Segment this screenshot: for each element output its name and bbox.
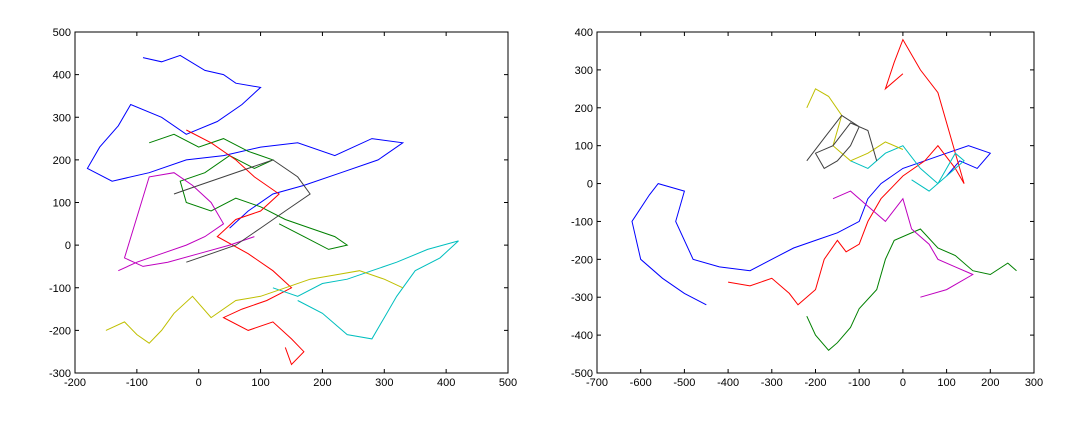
walk-line (118, 172, 255, 272)
y-tick-label: 300 (575, 65, 593, 77)
walk-line (105, 270, 404, 344)
walk-line (631, 145, 992, 306)
y-tick-label: 500 (53, 27, 71, 39)
x-tick-label: -700 (586, 377, 608, 389)
x-tick-label: 200 (313, 377, 331, 389)
x-tick-label: -300 (761, 377, 783, 389)
y-tick-label: 100 (575, 141, 593, 153)
y-tick-label: -200 (571, 254, 593, 266)
x-tick-label: 200 (981, 377, 999, 389)
walk-line (272, 240, 459, 340)
x-tick-label: -600 (630, 377, 652, 389)
y-tick-label: 300 (53, 112, 71, 124)
walk-line (806, 228, 1017, 352)
walk-line (832, 190, 974, 298)
x-tick-label: 500 (499, 377, 517, 389)
axes-box (74, 31, 509, 374)
y-tick-label: -100 (571, 216, 593, 228)
y-tick-label: 0 (65, 240, 71, 252)
y-tick-label: 200 (575, 103, 593, 115)
x-tick-label: 0 (196, 377, 202, 389)
x-tick-label: 100 (937, 377, 955, 389)
walk-line (806, 114, 878, 170)
y-tick-label: -200 (49, 325, 71, 337)
y-tick-label: 100 (53, 198, 71, 210)
x-tick-label: -200 (804, 377, 826, 389)
walk-line (186, 129, 305, 366)
y-tick-label: 0 (587, 179, 593, 191)
x-tick-label: 0 (900, 377, 906, 389)
x-tick-label: -100 (848, 377, 870, 389)
y-tick-label: -500 (571, 368, 593, 380)
x-tick-label: 400 (437, 377, 455, 389)
walk-line (850, 145, 965, 192)
y-tick-label: 400 (575, 27, 593, 39)
y-tick-label: 200 (53, 155, 71, 167)
x-tick-label: -100 (126, 377, 148, 389)
walk-line (86, 54, 405, 229)
y-tick-label: -300 (571, 292, 593, 304)
walk-line (728, 38, 965, 306)
axes-box (596, 31, 1035, 374)
y-tick-label: 400 (53, 70, 71, 82)
x-tick-label: 100 (251, 377, 269, 389)
walk-line (173, 159, 311, 263)
walk-line (149, 133, 349, 250)
x-tick-label: 300 (375, 377, 393, 389)
x-tick-label: -400 (717, 377, 739, 389)
x-tick-label: 300 (1025, 377, 1043, 389)
y-tick-label: -400 (571, 330, 593, 342)
y-tick-label: -300 (49, 368, 71, 380)
x-tick-label: -200 (64, 377, 86, 389)
y-tick-label: -100 (49, 283, 71, 295)
x-tick-label: -500 (673, 377, 695, 389)
